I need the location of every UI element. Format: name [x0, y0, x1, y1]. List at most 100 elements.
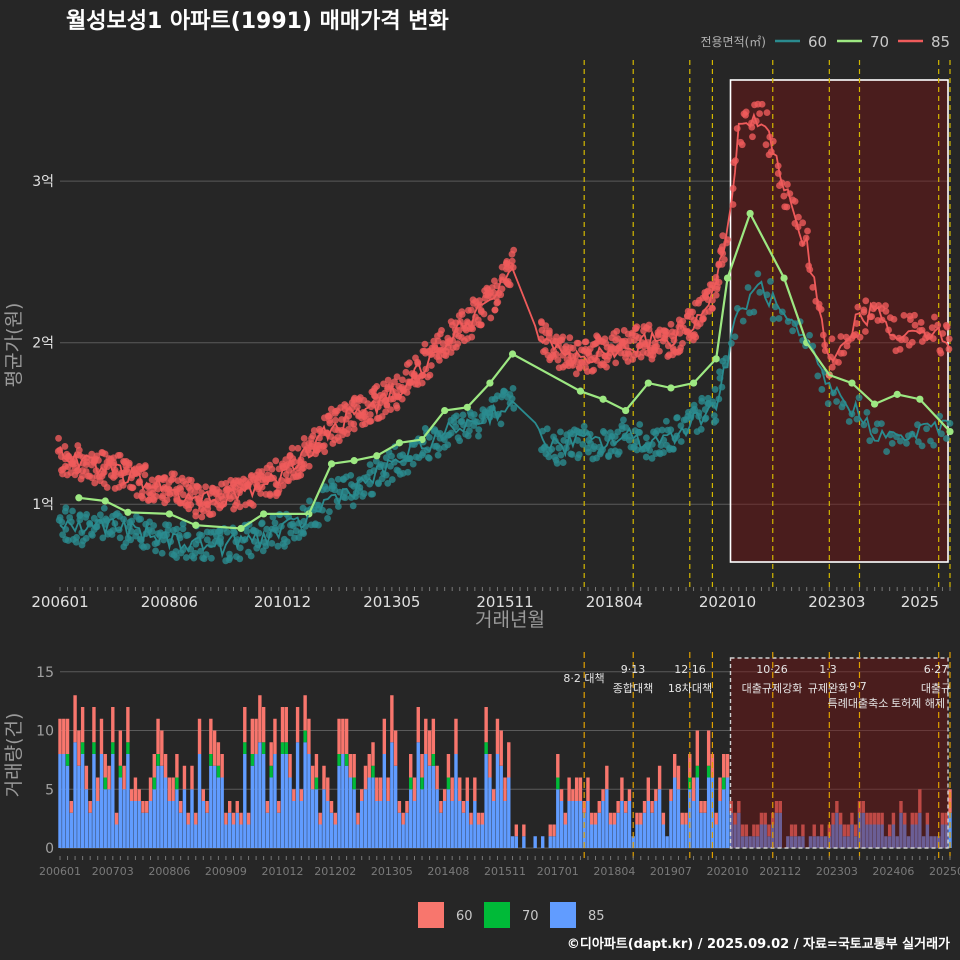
volume-legend-swatch-85 [550, 902, 576, 928]
price-point-60 [83, 510, 91, 518]
price-point-85 [103, 484, 111, 491]
price-point-85 [937, 349, 945, 357]
volume-bar-85 [733, 824, 737, 848]
volume-bar-85 [767, 836, 771, 848]
volume-x-tick-label: 202010 [707, 865, 749, 878]
price-point-85 [455, 327, 463, 334]
volume-bar-60 [752, 824, 756, 837]
volume-x-tick-label: 200909 [205, 865, 247, 878]
volume-bar-85 [491, 801, 496, 848]
price-point-85 [249, 501, 257, 509]
volume-bar-60 [235, 801, 239, 813]
volume-bar-85 [884, 836, 888, 848]
volume-bar-60 [103, 754, 107, 778]
volume-bar-85 [906, 836, 911, 848]
footer-credit: ©디아파트(dapt.kr) / 2025.09.02 / 자료=국토교통부 실… [567, 936, 950, 952]
price-point-85 [700, 315, 707, 323]
price-point-60 [677, 438, 685, 445]
volume-bar-85 [914, 824, 918, 848]
price-point-85 [763, 109, 771, 117]
price-point-85 [749, 133, 756, 141]
volume-bar-70 [243, 742, 247, 754]
volume-bar-60 [801, 824, 805, 837]
volume-bar-60 [586, 777, 590, 801]
price-x-tick-label: 201804 [586, 593, 643, 611]
volume-bar-60 [673, 754, 677, 778]
price-point-85 [294, 444, 302, 452]
volume-bar-60 [944, 812, 948, 825]
price-point-60 [824, 400, 832, 407]
volume-bar-60 [491, 789, 496, 801]
price-point-85 [141, 462, 149, 469]
volume-bar-70 [695, 765, 700, 778]
volume-x-tick-label: 202406 [872, 865, 914, 878]
price-point-85 [468, 306, 475, 314]
volume-bar-60 [623, 801, 628, 813]
volume-bar-85 [635, 824, 639, 848]
volume-bar-60 [197, 718, 202, 754]
volume-bar-85 [925, 824, 930, 848]
volume-bar-85 [178, 812, 183, 848]
volume-bar-60 [167, 777, 172, 801]
price-point-85 [161, 499, 169, 507]
price-point-85 [179, 477, 187, 485]
volume-bar-70 [344, 754, 349, 766]
price-point-85 [546, 329, 553, 337]
price-point-60 [633, 446, 641, 454]
volume-bar-70 [156, 754, 160, 766]
volume-bar-85 [616, 812, 620, 848]
price-x-tick-label: 202010 [699, 593, 756, 611]
volume-legend-label-70: 70 [522, 909, 539, 924]
price-point-60 [289, 522, 297, 530]
volume-bar-60 [684, 812, 688, 825]
volume-bar-70 [126, 742, 130, 754]
volume-bar-60 [605, 765, 609, 790]
volume-bar-60 [178, 801, 183, 813]
volume-bar-60 [850, 812, 854, 825]
price-point-85 [111, 472, 119, 480]
volume-bar-85 [107, 789, 111, 848]
volume-bar-60 [469, 812, 473, 825]
price-point-85 [908, 338, 916, 346]
volume-bar-60 [918, 789, 922, 813]
volume-bar-60 [352, 754, 356, 778]
volume-bar-85 [220, 777, 224, 848]
volume-bar-85 [118, 777, 123, 848]
volume-bar-85 [646, 801, 651, 848]
volume-bar-85 [522, 836, 526, 848]
volume-bar-60 [446, 754, 451, 778]
price-point-85 [435, 356, 443, 364]
volume-bar-60 [375, 777, 379, 801]
price-point-60 [366, 461, 374, 469]
price-point-85 [477, 307, 485, 314]
price-point-60 [689, 406, 697, 414]
volume-bar-85 [239, 824, 243, 848]
volume-bar-70 [352, 777, 356, 790]
price-point-60 [409, 460, 417, 468]
volume-bar-85 [277, 812, 281, 848]
volume-bar-85 [424, 754, 428, 848]
volume-bar-85 [114, 824, 119, 848]
volume-bar-85 [703, 812, 707, 848]
volume-bar-60 [212, 730, 217, 766]
volume-bar-70 [722, 777, 726, 790]
volume-bar-85 [69, 812, 74, 848]
price-point-85 [890, 315, 898, 323]
price-point-60 [833, 398, 840, 405]
volume-bar-60 [442, 789, 447, 801]
volume-bar-60 [507, 742, 511, 778]
price-point-60 [259, 547, 267, 555]
volume-bar-85 [691, 801, 696, 848]
price-point-85 [82, 461, 90, 468]
annotation-10-26-date: 10·26 [756, 663, 788, 676]
price-point-60 [456, 437, 464, 445]
price-point-60 [295, 534, 303, 541]
volume-bar-85 [88, 812, 92, 848]
volume-bar-60 [574, 777, 579, 801]
volume-bar-70 [152, 777, 156, 790]
price-point-60 [418, 451, 426, 459]
volume-bar-60 [356, 812, 360, 825]
volume-bar-85 [789, 836, 794, 848]
volume-bar-60 [593, 812, 598, 825]
